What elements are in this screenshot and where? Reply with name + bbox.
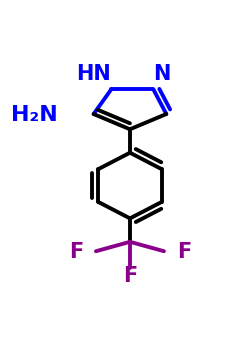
Text: N: N [154, 64, 171, 84]
Text: F: F [69, 242, 83, 262]
Text: F: F [123, 266, 137, 286]
Text: F: F [177, 242, 191, 262]
Text: H₂N: H₂N [10, 105, 57, 125]
Text: HN: HN [76, 64, 111, 84]
